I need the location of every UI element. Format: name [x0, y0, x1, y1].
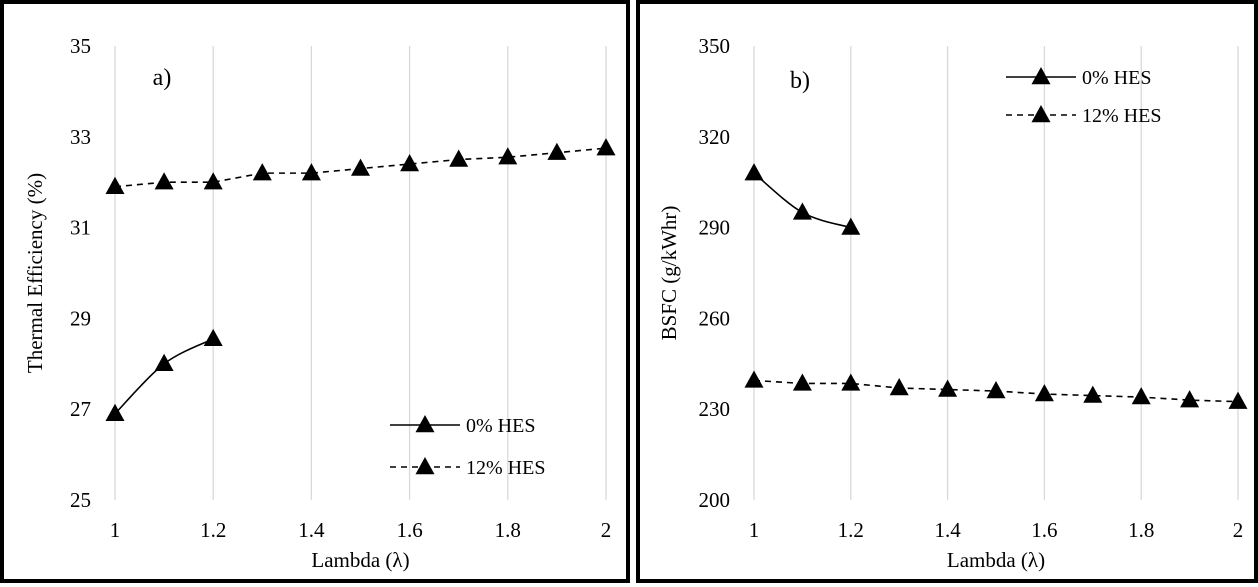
chart-panel-a: 1 1.2 1.4 1.6 1.8 2 25 27 29 31 33 35 Lambda (λ) Ther…	[0, 0, 630, 583]
panel-label: b)	[790, 68, 810, 94]
data-point-0-hes	[792, 202, 812, 220]
x-tick-label: 1.4	[298, 518, 325, 542]
y-tick-label: 35	[70, 34, 91, 58]
data-point-12-hes	[986, 381, 1006, 399]
legend-marker-12-hes	[415, 457, 435, 475]
legend-marker-0-hes	[415, 415, 435, 433]
data-point-12-hes	[1228, 391, 1248, 409]
legend-label-0-hes: 0% HES	[466, 415, 535, 437]
y-tick-label: 350	[699, 34, 731, 58]
y-tick-label: 33	[70, 125, 91, 149]
y-tick-label: 29	[70, 306, 91, 330]
series-line-0-hes	[114, 338, 214, 415]
data-point-0-hes	[203, 328, 223, 347]
legend-marker-12-hes	[1031, 105, 1051, 123]
x-tick-label: 1.2	[200, 518, 226, 542]
data-point-12-hes	[351, 158, 370, 176]
x-tick-label: 1.8	[1128, 518, 1154, 542]
data-point-12-hes	[596, 138, 616, 156]
y-tick-label: 25	[70, 488, 91, 512]
y-tick-label: 290	[699, 216, 731, 240]
x-axis-title: Lambda (λ)	[311, 548, 409, 572]
chart-b-svg: 1 1.2 1.4 1.6 1.8 2 200 230 260 290 320 350 Lambda (…	[657, 34, 1248, 572]
y-tick-label: 200	[699, 488, 731, 512]
x-tick-label: 1	[749, 518, 760, 542]
data-point-12-hes	[792, 373, 812, 391]
legend-marker-0-hes	[1031, 67, 1051, 85]
chart-panel-b: 1 1.2 1.4 1.6 1.8 2 200 230 260 290 320 350 Lambda (…	[636, 0, 1258, 583]
x-tick-label: 1.8	[495, 518, 521, 542]
data-point-12-hes	[547, 142, 567, 160]
x-tick-label: 1.2	[838, 518, 864, 542]
data-point-12-hes	[105, 176, 125, 194]
data-point-0-hes	[154, 353, 174, 371]
data-point-12-hes	[498, 147, 518, 165]
data-point-12-hes	[1131, 387, 1151, 405]
data-point-12-hes	[203, 172, 223, 190]
data-point-12-hes	[1180, 390, 1200, 408]
data-point-0-hes	[841, 217, 861, 235]
data-point-12-hes	[301, 163, 321, 181]
data-point-12-hes	[744, 370, 764, 388]
x-tick-label: 1.6	[1031, 518, 1057, 542]
x-axis-title: Lambda (λ)	[947, 548, 1045, 572]
x-tick-label: 2	[601, 518, 612, 542]
data-point-12-hes	[400, 154, 420, 172]
data-point-12-hes	[1034, 384, 1054, 402]
data-point-12-hes	[154, 172, 174, 190]
y-tick-label: 320	[699, 125, 731, 149]
y-tick-label: 27	[70, 397, 91, 421]
data-point-12-hes	[841, 373, 861, 391]
data-point-12-hes	[938, 379, 958, 397]
panel-label: a)	[153, 65, 172, 91]
legend-label-12-hes: 12% HES	[1082, 105, 1161, 127]
data-point-12-hes	[449, 149, 469, 167]
x-tick-label: 2	[1233, 518, 1244, 542]
chart-a-svg: 1 1.2 1.4 1.6 1.8 2 25 27 29 31 33 35 Lambda (λ) Ther…	[23, 34, 616, 572]
data-point-12-hes	[1083, 385, 1103, 403]
y-tick-label: 230	[699, 397, 731, 421]
legend-label-12-hes: 12% HES	[466, 457, 545, 479]
data-point-0-hes	[744, 163, 764, 181]
data-point-12-hes	[889, 378, 909, 396]
x-tick-label: 1.4	[934, 518, 961, 542]
y-tick-label: 260	[699, 306, 731, 330]
data-point-12-hes	[252, 163, 272, 181]
x-tick-label: 1	[110, 518, 121, 542]
x-tick-label: 1.6	[396, 518, 422, 542]
y-tick-label: 31	[70, 216, 91, 240]
y-axis-title: BSFC (g/kWhr)	[657, 206, 681, 341]
legend-label-0-hes: 0% HES	[1082, 67, 1151, 89]
data-point-0-hes	[105, 403, 125, 421]
y-axis-title: Thermal Efficiency (%)	[23, 173, 47, 373]
